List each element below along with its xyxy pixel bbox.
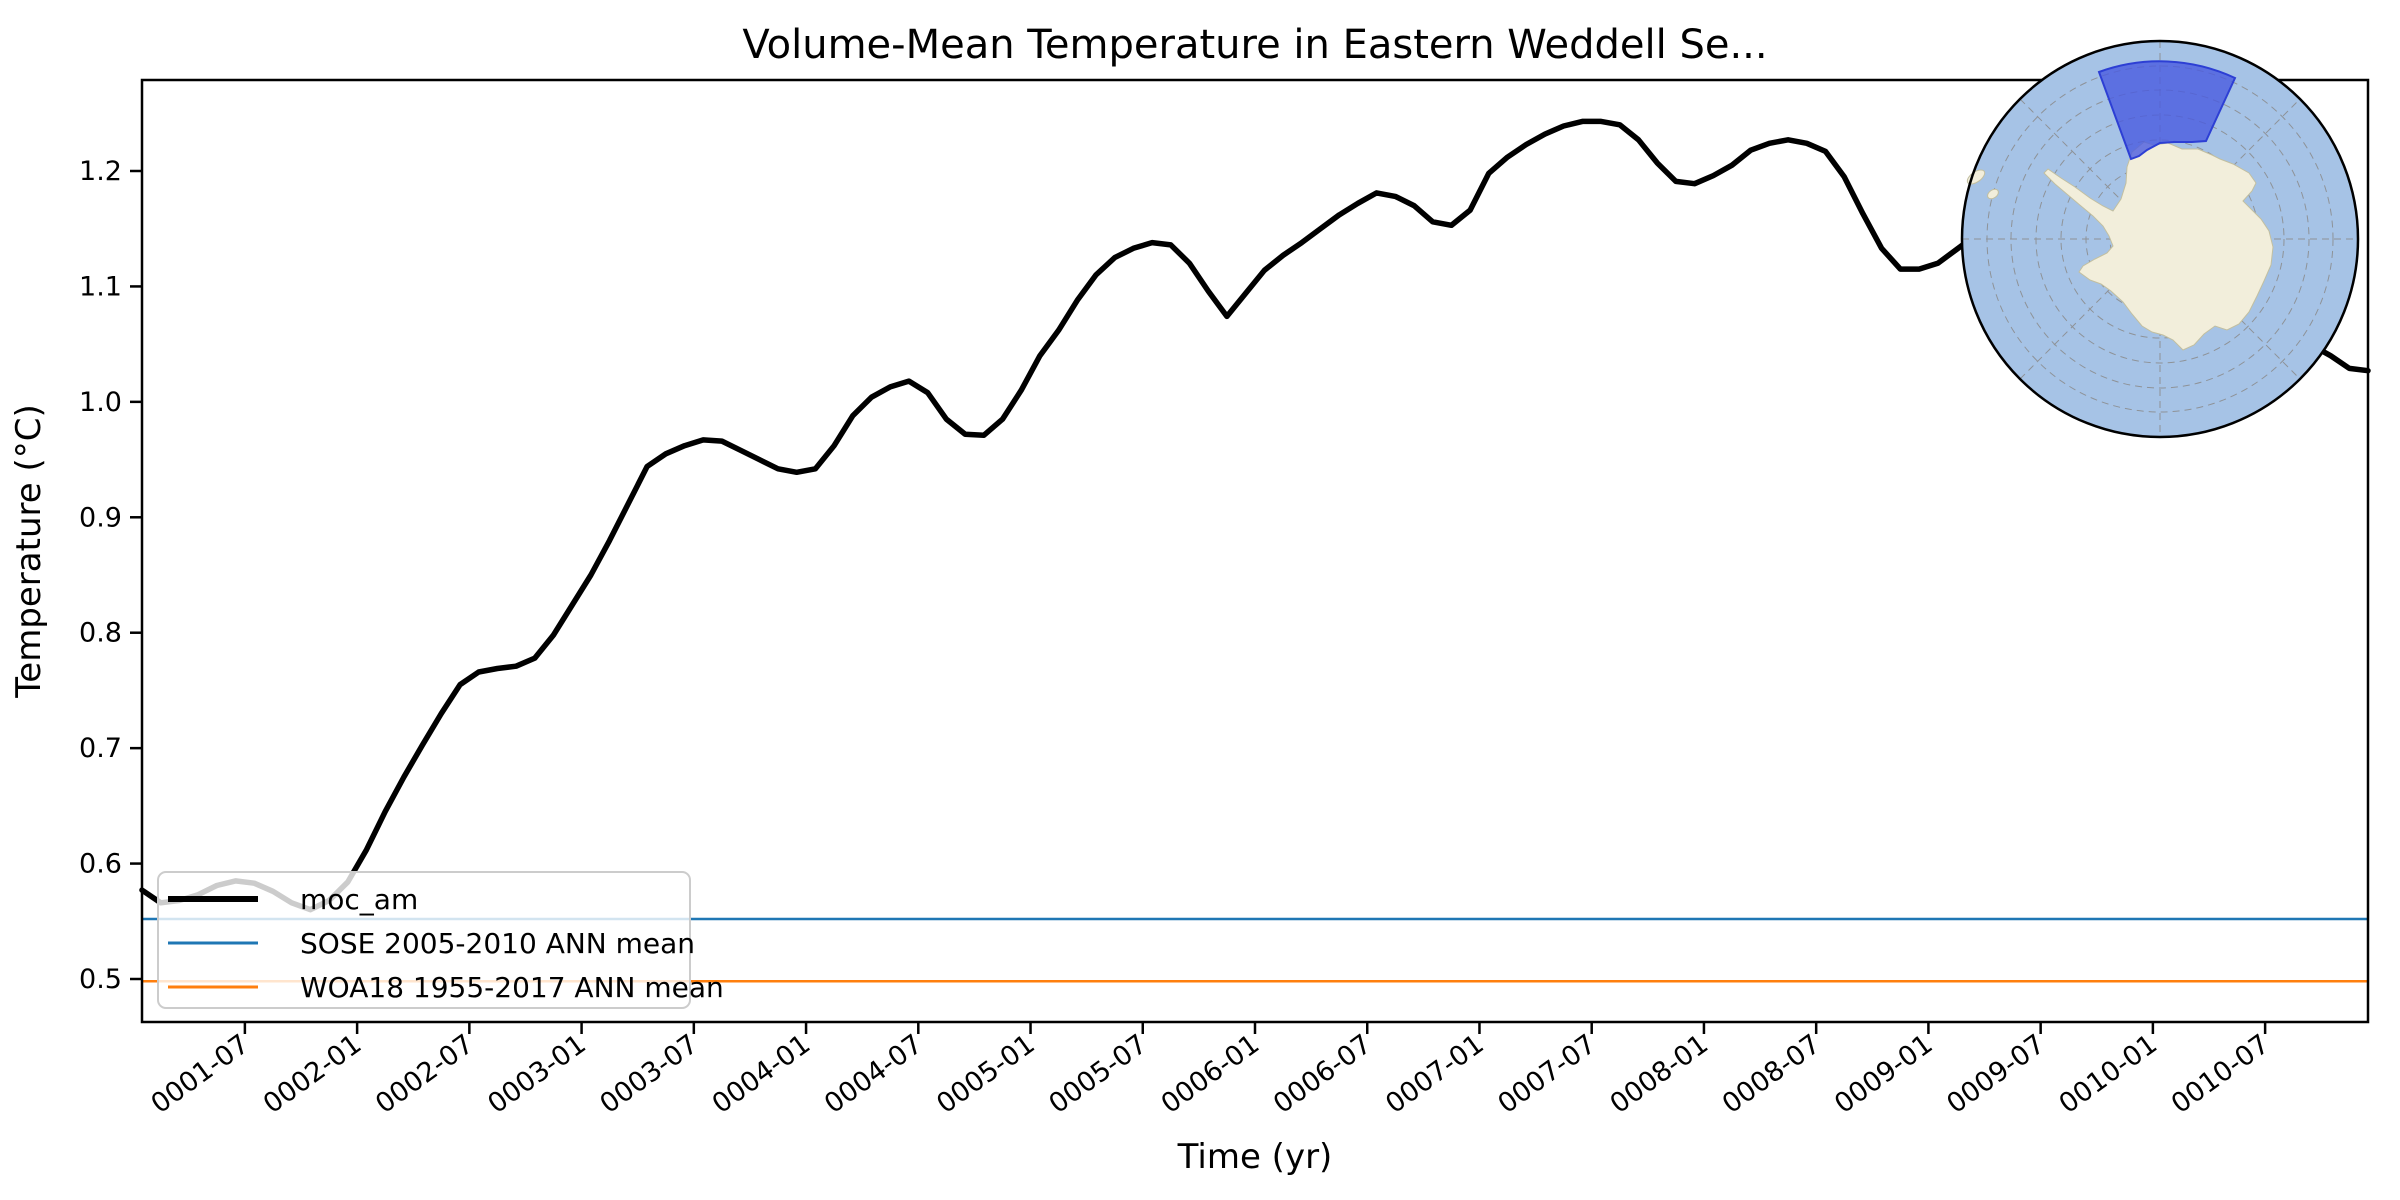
x-tick-label: 0007-07 bbox=[1492, 1029, 1601, 1120]
page-title: Volume-Mean Temperature in Eastern Wedde… bbox=[742, 22, 1767, 68]
x-tick-label: 0002-07 bbox=[370, 1029, 479, 1120]
x-tick-label: 0009-01 bbox=[1829, 1029, 1938, 1120]
y-tick-label: 1.1 bbox=[79, 271, 122, 302]
x-tick-label: 0008-07 bbox=[1717, 1029, 1826, 1120]
y-tick-label: 0.6 bbox=[79, 849, 122, 880]
x-tick-label: 0006-07 bbox=[1268, 1029, 1377, 1120]
x-tick-label: 0009-07 bbox=[1941, 1029, 2050, 1120]
y-tick-label: 1.2 bbox=[79, 156, 122, 187]
y-tick-label: 0.8 bbox=[79, 618, 122, 649]
x-tick-label: 0004-01 bbox=[707, 1029, 816, 1120]
y-tick-label: 0.5 bbox=[79, 964, 122, 995]
x-axis: 0001-07 0002-01 0002-07 0003-01 0003-07 0004-… bbox=[146, 1022, 2275, 1120]
legend-label-woa: WOA18 1955-2017 ANN mean bbox=[300, 971, 724, 1004]
y-axis: 0.5 0.6 0.7 0.8 0.9 1.0 1.1 1.2 bbox=[79, 156, 142, 995]
x-tick-label: 0003-07 bbox=[594, 1029, 703, 1120]
y-tick-label: 0.9 bbox=[79, 502, 122, 533]
x-tick-label: 0010-01 bbox=[2054, 1029, 2163, 1120]
legend-label-sose: SOSE 2005-2010 ANN mean bbox=[300, 927, 695, 960]
x-tick-label: 0006-01 bbox=[1156, 1029, 1265, 1120]
x-tick-label: 0007-01 bbox=[1380, 1029, 1489, 1120]
map-border bbox=[1960, 39, 2360, 439]
legend-box bbox=[157, 871, 691, 1009]
legend-label-moc: moc_am bbox=[300, 883, 418, 916]
x-tick-label: 0010-07 bbox=[2166, 1029, 2275, 1120]
plot-frame bbox=[140, 78, 2370, 1024]
highlighted-region-wedge bbox=[2097, 60, 2237, 161]
x-axis-label: Time (yr) bbox=[1177, 1137, 1333, 1177]
x-tick-label: 0001-07 bbox=[146, 1029, 255, 1120]
x-tick-label: 0002-01 bbox=[258, 1029, 367, 1120]
x-tick-label: 0008-01 bbox=[1605, 1029, 1714, 1120]
x-tick-label: 0004-07 bbox=[819, 1029, 928, 1120]
x-tick-label: 0003-01 bbox=[482, 1029, 591, 1120]
y-axis-label: Temperature (°C) bbox=[9, 404, 49, 698]
x-tick-label: 0005-01 bbox=[931, 1029, 1040, 1120]
y-tick-label: 0.7 bbox=[79, 733, 122, 764]
inset-map bbox=[1960, 39, 2360, 439]
y-tick-label: 1.0 bbox=[79, 387, 122, 418]
x-tick-label: 0005-07 bbox=[1043, 1029, 1152, 1120]
legend: moc_am SOSE 2005-2010 ANN mean WOA18 195… bbox=[157, 871, 724, 1009]
